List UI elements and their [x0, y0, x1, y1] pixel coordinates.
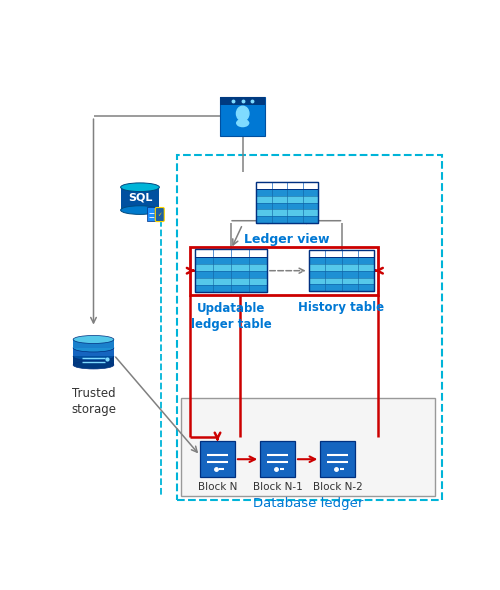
Bar	[195, 249, 267, 292]
Ellipse shape	[120, 206, 160, 214]
Bar	[120, 187, 160, 210]
Ellipse shape	[73, 344, 114, 352]
Text: Block N-2: Block N-2	[313, 482, 362, 492]
Bar	[308, 257, 374, 264]
Bar	[195, 285, 267, 292]
Bar	[195, 271, 267, 278]
FancyBboxPatch shape	[156, 208, 164, 222]
Ellipse shape	[120, 183, 160, 192]
Bar	[180, 398, 434, 496]
Bar	[256, 217, 318, 223]
Bar	[195, 249, 267, 257]
Ellipse shape	[73, 336, 114, 343]
Text: Updatable
ledger table: Updatable ledger table	[190, 302, 272, 331]
Ellipse shape	[73, 361, 114, 369]
Circle shape	[236, 106, 249, 121]
Text: History table: History table	[298, 301, 384, 314]
Bar	[308, 278, 374, 284]
Bar	[308, 250, 374, 291]
Polygon shape	[154, 208, 163, 221]
Ellipse shape	[73, 352, 114, 360]
Bar	[73, 348, 114, 356]
Bar	[73, 339, 114, 348]
Bar	[195, 257, 267, 264]
Text: Ledger view: Ledger view	[244, 233, 330, 246]
Bar	[73, 356, 114, 365]
Bar	[256, 182, 318, 189]
Bar	[256, 182, 318, 223]
Bar	[308, 250, 374, 291]
Text: SQL: SQL	[128, 192, 152, 202]
Bar	[260, 441, 295, 477]
Bar	[200, 441, 235, 477]
Bar	[195, 249, 267, 292]
Bar	[220, 97, 265, 104]
Bar	[148, 208, 162, 221]
Bar	[256, 196, 318, 203]
Bar	[308, 250, 374, 257]
Text: Trusted
storage: Trusted storage	[71, 388, 116, 416]
Bar	[308, 284, 374, 291]
Bar	[256, 182, 318, 223]
Text: Block N-1: Block N-1	[252, 482, 302, 492]
Bar	[256, 203, 318, 209]
Bar	[177, 155, 442, 500]
Bar	[220, 97, 265, 136]
Ellipse shape	[236, 119, 250, 127]
Bar	[195, 264, 267, 271]
Text: Database ledger: Database ledger	[252, 497, 363, 510]
Bar	[308, 271, 374, 278]
Bar	[256, 209, 318, 217]
Bar	[190, 247, 378, 295]
Bar	[195, 278, 267, 285]
Bar	[320, 441, 355, 477]
Text: ✓: ✓	[158, 212, 162, 217]
Text: Block N: Block N	[198, 482, 237, 492]
Bar	[308, 264, 374, 271]
Bar	[256, 189, 318, 196]
